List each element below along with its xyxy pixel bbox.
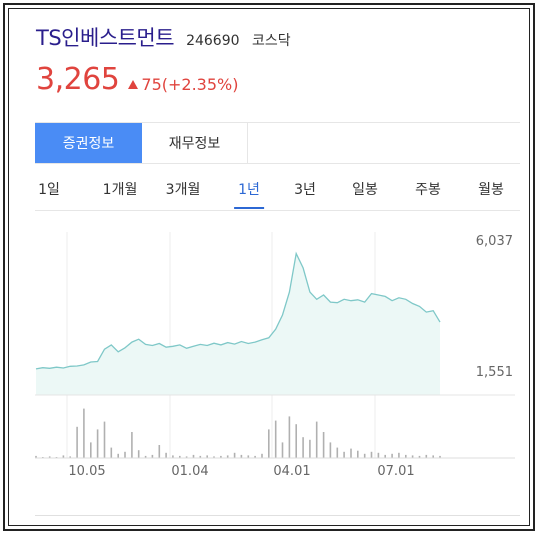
- stock-name[interactable]: TS인베스트먼트: [36, 26, 175, 50]
- volume-bar: [124, 451, 126, 458]
- price-change-value: 75(+2.35%): [141, 75, 239, 94]
- volume-bar: [281, 442, 284, 458]
- volume-bar: [233, 452, 236, 458]
- volume-bar: [350, 448, 352, 458]
- volume-bar: [69, 456, 71, 458]
- volume-bars: [35, 408, 441, 458]
- volume-bar: [90, 442, 92, 458]
- volume-bar: [357, 450, 359, 458]
- volume-bar: [144, 455, 147, 458]
- volume-bar: [302, 437, 304, 458]
- period-3month[interactable]: 3개월: [165, 182, 201, 198]
- volume-bar: [315, 421, 318, 458]
- triangle-up-icon: [128, 80, 139, 89]
- volume-bar: [185, 456, 188, 458]
- volume-bar: [247, 455, 250, 458]
- volume-bar: [254, 455, 256, 458]
- inner-frame: [8, 8, 530, 526]
- volume-bar: [363, 453, 366, 458]
- volume-bar: [343, 451, 345, 458]
- volume-bar: [76, 426, 78, 458]
- volume-bar: [405, 454, 407, 458]
- tab-financial-info[interactable]: 재무정보: [142, 123, 248, 163]
- price-change: 75(+2.35%): [128, 75, 238, 94]
- volume-bar: [295, 424, 297, 458]
- volume-bar: [165, 452, 167, 458]
- volume-bar: [370, 451, 373, 458]
- period-selector: 1일 1개월 3개월 1년 3년 일봉 주봉 월봉: [35, 172, 520, 211]
- volume-bar: [329, 442, 332, 458]
- price-area: [36, 253, 440, 395]
- volume-bar: [35, 455, 37, 458]
- period-1day[interactable]: 1일: [38, 182, 60, 198]
- volume-bar: [151, 454, 154, 458]
- x-tick-label: 04.01: [273, 464, 310, 479]
- period-1month[interactable]: 1개월: [102, 182, 138, 198]
- x-tick-label: 10.05: [68, 464, 105, 479]
- volume-bar: [117, 453, 119, 458]
- volume-bar: [48, 456, 51, 458]
- period-daily-candle[interactable]: 일봉: [352, 182, 378, 198]
- x-tick-labels: 10.05 01.04 04.01 07.01: [68, 464, 414, 479]
- volume-bar: [336, 447, 339, 458]
- info-tabs: 증권정보 재무정보: [35, 122, 520, 164]
- y-min-label: 1,551: [476, 365, 513, 380]
- x-tick-label: 07.01: [377, 464, 414, 479]
- volume-bar: [418, 455, 421, 458]
- tab-stock-info[interactable]: 증권정보: [35, 123, 142, 163]
- volume-bar: [309, 439, 311, 458]
- volume-bar: [172, 455, 174, 458]
- volume-bar: [62, 455, 65, 458]
- period-3year[interactable]: 3년: [294, 182, 316, 198]
- price-line: [35, 251, 441, 370]
- volume-bar: [192, 454, 195, 458]
- volume-bar: [411, 455, 414, 458]
- bottom-divider: [35, 515, 520, 516]
- volume-bar: [425, 454, 428, 458]
- price-row: 3,265 75(+2.35%): [36, 62, 238, 97]
- volume-bar: [377, 452, 380, 458]
- volume-bar: [288, 416, 291, 458]
- volume-bar: [131, 432, 133, 458]
- period-1year[interactable]: 1년: [234, 172, 264, 209]
- volume-bar: [391, 453, 393, 458]
- volume-bar: [213, 456, 215, 458]
- x-tick-label: 01.04: [171, 464, 208, 479]
- volume-bar: [439, 455, 441, 458]
- stock-meta: 246690 코스닥: [186, 30, 291, 50]
- volume-bar: [274, 420, 277, 458]
- volume-bar: [261, 453, 263, 458]
- period-weekly-candle[interactable]: 주봉: [415, 182, 441, 198]
- volume-bar: [96, 429, 99, 458]
- volume-bar: [103, 421, 106, 458]
- volume-bar: [206, 455, 208, 458]
- volume-bar: [137, 450, 140, 458]
- stock-header: TS인베스트먼트 246690 코스닥: [36, 22, 291, 52]
- y-max-label: 6,037: [476, 234, 513, 249]
- volume-bar: [240, 454, 243, 458]
- volume-bar: [220, 455, 222, 458]
- current-price: 3,265: [36, 62, 120, 97]
- outer-frame: [3, 3, 535, 531]
- volume-bar: [110, 447, 113, 458]
- volume-bar: [322, 432, 325, 458]
- volume-bar: [179, 455, 181, 458]
- volume-bar: [268, 429, 270, 458]
- volume-bar: [83, 408, 85, 458]
- stock-code: 246690: [186, 33, 240, 49]
- volume-bar: [384, 454, 386, 458]
- volume-bar: [398, 452, 400, 458]
- volume-bar: [226, 455, 229, 458]
- volume-bar: [199, 455, 202, 458]
- volume-bar: [432, 455, 434, 458]
- stock-market: 코스닥: [251, 33, 291, 49]
- volume-bar: [158, 445, 161, 458]
- period-monthly-candle[interactable]: 월봉: [478, 182, 504, 198]
